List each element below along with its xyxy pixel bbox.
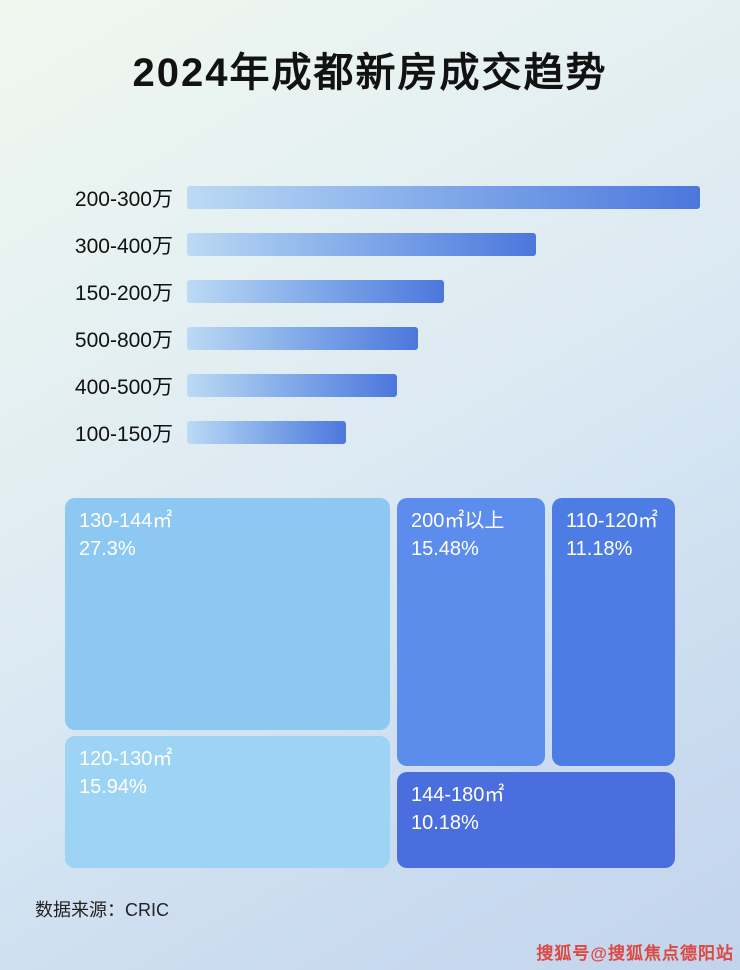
- bar-track: [187, 421, 700, 444]
- bar-fill: [187, 374, 398, 397]
- page-title: 2024年成都新房成交趋势: [132, 51, 608, 95]
- bar-track: [187, 186, 700, 209]
- treemap-block: 120-130㎡ 15.94%: [65, 736, 390, 868]
- bar-track: [187, 374, 700, 397]
- bar-track: [187, 280, 700, 303]
- area-size-treemap: 130-144㎡ 27.3% 200㎡以上 15.48% 110-120㎡ 11…: [65, 498, 675, 868]
- bar-label: 300-400万: [74, 234, 173, 258]
- treemap-block-label: 110-120㎡: [566, 510, 658, 532]
- bar-row: 100-150万: [35, 421, 700, 446]
- bar-track: [187, 327, 700, 350]
- bar-fill: [187, 233, 536, 256]
- treemap-block: 200㎡以上 15.48%: [397, 498, 545, 766]
- data-source-note: 数据来源：CRIC: [35, 900, 169, 920]
- treemap-block-percent: 11.18%: [566, 538, 633, 560]
- treemap-block-percent: 15.48%: [411, 538, 479, 560]
- bar-label: 150-200万: [74, 281, 173, 305]
- bar-fill: [187, 421, 347, 444]
- bar-fill: [187, 186, 700, 209]
- bar-label: 200-300万: [74, 187, 173, 211]
- treemap-block-percent: 15.94%: [79, 776, 147, 798]
- bar-row: 300-400万: [35, 233, 700, 258]
- bar-row: 150-200万: [35, 280, 700, 305]
- treemap-block: 144-180㎡ 10.18%: [397, 772, 675, 868]
- treemap-block: 130-144㎡ 27.3%: [65, 498, 390, 730]
- bar-label: 400-500万: [74, 375, 173, 399]
- bar-row: 200-300万: [35, 186, 700, 211]
- bar-row: 500-800万: [35, 327, 700, 352]
- price-range-bar-chart: 200-300万 300-400万 150-200万 500-800万 400-…: [35, 186, 700, 446]
- bar-label: 500-800万: [74, 328, 173, 352]
- treemap-block-label: 144-180㎡: [411, 784, 505, 806]
- bar-fill: [187, 280, 444, 303]
- treemap-block: 110-120㎡ 11.18%: [552, 498, 675, 766]
- watermark: 搜狐号@搜狐焦点德阳站: [536, 944, 734, 963]
- bar-label: 100-150万: [74, 422, 173, 446]
- bar-row: 400-500万: [35, 374, 700, 399]
- treemap-block-label: 200㎡以上: [411, 510, 505, 532]
- treemap-block-label: 120-130㎡: [79, 748, 173, 770]
- treemap-block-percent: 10.18%: [411, 812, 479, 834]
- treemap-block-label: 130-144㎡: [79, 510, 173, 532]
- bar-track: [187, 233, 700, 256]
- bar-fill: [187, 327, 418, 350]
- treemap-block-percent: 27.3%: [79, 538, 136, 560]
